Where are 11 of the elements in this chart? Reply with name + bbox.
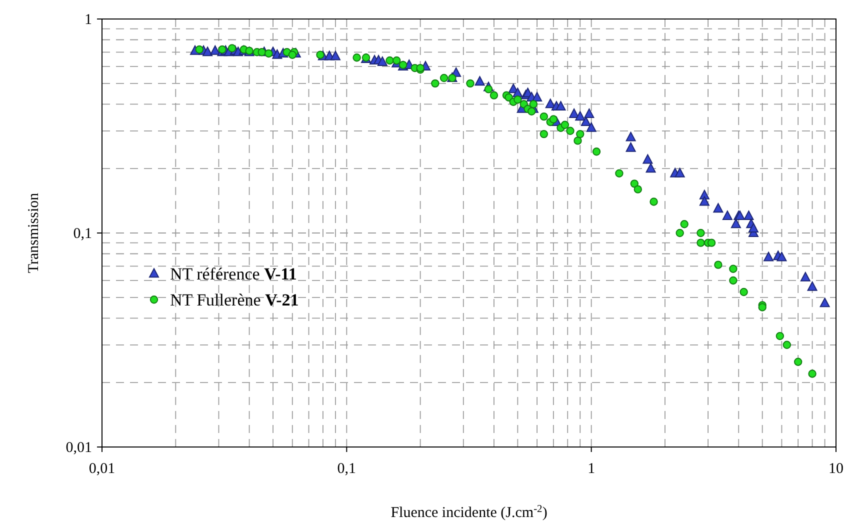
legend-label: NT référence V-11 [170, 264, 297, 284]
x-tick-label: 0,01 [88, 461, 116, 477]
y-tick-label: 0,1 [73, 226, 92, 242]
y-tick-label: 1 [84, 12, 92, 28]
y-axis-title: Transmission [26, 192, 42, 274]
x-tick-label: 10 [828, 461, 844, 477]
x-axis-title: Fluence incidente (J.cm$^{-2}$) [390, 504, 548, 521]
legend-label: NT Fullerène V-21 [170, 290, 299, 310]
y-tick-label: 0,01 [66, 440, 92, 456]
x-tick-label: 1 [588, 461, 596, 477]
x-tick-label: 0,1 [337, 461, 356, 477]
